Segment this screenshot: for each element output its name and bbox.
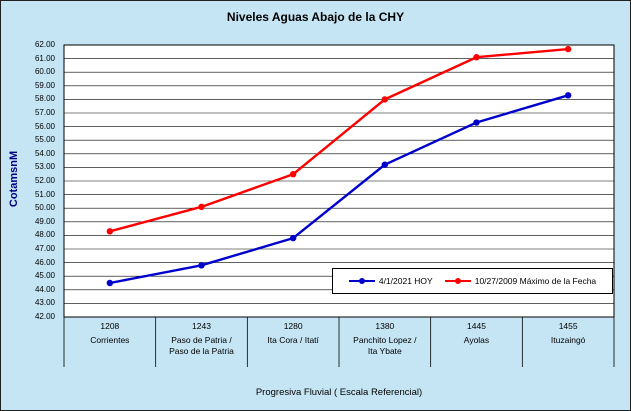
legend: 4/1/2021 HOY 10/27/2009 Máximo de la Fec… — [332, 268, 613, 294]
y-tick-label: 62.00 — [34, 40, 55, 49]
y-tick-label: 48.00 — [34, 230, 55, 240]
y-tick-label: 57.00 — [34, 108, 55, 117]
y-tick-label: 58.00 — [34, 94, 55, 104]
x-category-label: 1280 Ita Cora / Itatí — [267, 321, 319, 345]
y-tick-label: 55.00 — [34, 135, 55, 145]
y-tick-label: 49.00 — [34, 216, 55, 226]
y-tick-label: 47.00 — [34, 244, 55, 253]
legend-label-maximo: 10/27/2009 Máximo de la Fecha — [474, 276, 597, 286]
blue-line-marker-icon — [348, 277, 375, 285]
y-tick-label: 51.00 — [34, 189, 55, 199]
y-tick-label: 43.00 — [34, 298, 55, 308]
legend-label-hoy: 4/1/2021 HOY — [378, 276, 433, 286]
y-tick-label: 42.00 — [34, 312, 55, 321]
y-tick-label: 44.00 — [34, 284, 55, 294]
y-tick-label: 52.00 — [34, 176, 55, 185]
y-tick-label: 53.00 — [34, 162, 55, 172]
y-tick-label: 54.00 — [34, 148, 55, 158]
y-tick-label: 50.00 — [34, 203, 55, 213]
x-category-label: 1208 Corrientes — [90, 321, 130, 345]
y-tick-label: 60.00 — [34, 67, 55, 77]
legend-item-maximo: 10/27/2009 Máximo de la Fecha — [444, 276, 597, 286]
chart-title: Niveles Aguas Abajo de la CHY — [226, 10, 405, 24]
y-axis-ticks: 42.00 43.00 44.00 45.00 46.00 47.00 48.00 49.00… — [1, 1, 59, 410]
x-category-label: 1455 Ituzaingó — [550, 321, 586, 345]
x-axis-title: Progresiva Fluvial ( Escala Referencial) — [255, 387, 423, 398]
x-category-label: 1445 Ayolas — [463, 321, 490, 345]
legend-item-hoy: 4/1/2021 HOY — [348, 276, 433, 286]
y-tick-label: 61.00 — [34, 53, 55, 63]
y-tick-label: 46.00 — [34, 257, 55, 267]
x-category-label: 1243 Paso de Patria / Paso de la Patria — [169, 321, 234, 357]
y-tick-label: 56.00 — [34, 121, 55, 131]
y-tick-label: 59.00 — [34, 80, 55, 90]
x-category-label: 1380 Panchito Lopez / Ita Ybate — [353, 321, 417, 357]
y-tick-label: 45.00 — [34, 271, 55, 281]
red-line-marker-icon — [444, 277, 471, 285]
